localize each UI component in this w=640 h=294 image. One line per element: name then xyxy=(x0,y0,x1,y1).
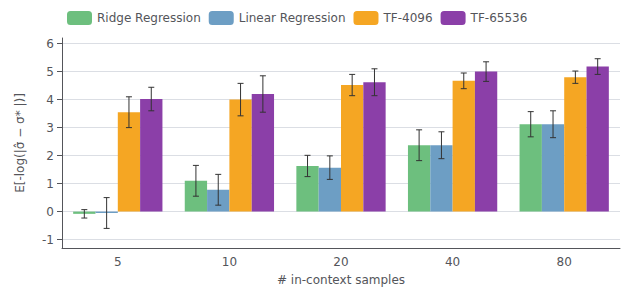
svg-text:TF-4096: TF-4096 xyxy=(382,11,432,25)
svg-text:20: 20 xyxy=(333,255,348,269)
svg-text:0: 0 xyxy=(46,205,54,219)
svg-text:2: 2 xyxy=(46,149,54,163)
svg-text:1: 1 xyxy=(46,177,54,191)
svg-text:TF-65536: TF-65536 xyxy=(470,11,528,25)
svg-text:40: 40 xyxy=(445,255,460,269)
svg-text:3: 3 xyxy=(46,121,54,135)
svg-text:Ridge Regression: Ridge Regression xyxy=(97,11,201,25)
svg-text:10: 10 xyxy=(222,255,237,269)
svg-text:Linear Regression: Linear Regression xyxy=(239,11,346,25)
svg-text:80: 80 xyxy=(557,255,572,269)
svg-text:E[-log(|σ̂ − σ* |)]: E[-log(|σ̂ − σ* |)] xyxy=(13,93,27,193)
svg-text:6: 6 xyxy=(46,37,54,51)
svg-text:5: 5 xyxy=(114,255,122,269)
svg-text:# in-context samples: # in-context samples xyxy=(277,273,405,287)
svg-text:4: 4 xyxy=(46,93,54,107)
svg-text:-1: -1 xyxy=(42,233,54,247)
svg-text:5: 5 xyxy=(46,65,54,79)
